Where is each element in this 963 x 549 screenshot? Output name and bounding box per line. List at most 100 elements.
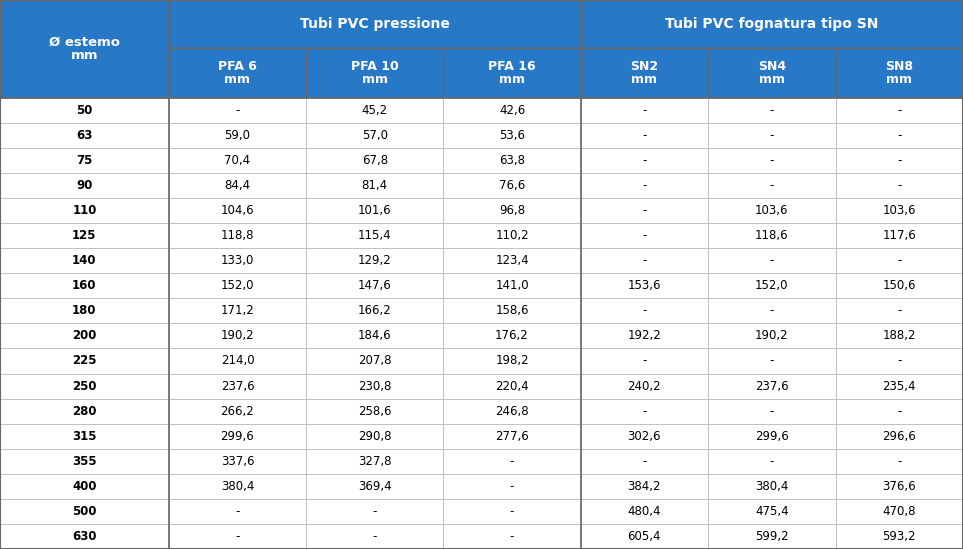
- Text: 480,4: 480,4: [628, 505, 662, 518]
- Text: 50: 50: [76, 104, 92, 117]
- Text: 302,6: 302,6: [628, 430, 662, 442]
- Bar: [443, 524, 581, 549]
- Bar: [306, 349, 443, 373]
- Bar: [708, 349, 836, 373]
- Text: -: -: [769, 129, 774, 142]
- Bar: [0, 298, 169, 323]
- Bar: [0, 173, 169, 198]
- Text: -: -: [642, 229, 646, 242]
- Bar: [169, 499, 306, 524]
- Text: 470,8: 470,8: [882, 505, 916, 518]
- Text: 53,6: 53,6: [499, 129, 525, 142]
- Bar: [169, 48, 306, 98]
- Text: 384,2: 384,2: [628, 480, 662, 493]
- Text: 158,6: 158,6: [495, 304, 529, 317]
- Bar: [581, 499, 708, 524]
- Bar: [0, 349, 169, 373]
- Text: -: -: [769, 304, 774, 317]
- Text: -: -: [642, 204, 646, 217]
- Text: 400: 400: [72, 480, 96, 493]
- Bar: [169, 449, 306, 474]
- Bar: [581, 298, 708, 323]
- Bar: [169, 524, 306, 549]
- Bar: [836, 148, 963, 173]
- Text: 299,6: 299,6: [221, 430, 254, 442]
- Text: Tubi PVC pressione: Tubi PVC pressione: [299, 17, 450, 31]
- Bar: [581, 148, 708, 173]
- Bar: [443, 474, 581, 499]
- Text: 180: 180: [72, 304, 96, 317]
- Text: 150,6: 150,6: [882, 279, 916, 292]
- Text: 376,6: 376,6: [882, 480, 916, 493]
- Text: 160: 160: [72, 279, 96, 292]
- Bar: [708, 449, 836, 474]
- Bar: [581, 248, 708, 273]
- Bar: [169, 373, 306, 399]
- Bar: [581, 123, 708, 148]
- Text: -: -: [898, 179, 901, 192]
- Bar: [306, 424, 443, 449]
- Text: 75: 75: [76, 154, 92, 167]
- Text: 171,2: 171,2: [221, 304, 254, 317]
- Text: 380,4: 380,4: [221, 480, 254, 493]
- Text: 630: 630: [72, 530, 96, 543]
- Bar: [581, 474, 708, 499]
- Bar: [169, 173, 306, 198]
- Bar: [836, 499, 963, 524]
- Text: 115,4: 115,4: [358, 229, 392, 242]
- Text: 117,6: 117,6: [882, 229, 916, 242]
- Text: mm: mm: [632, 72, 658, 86]
- Text: 277,6: 277,6: [495, 430, 529, 442]
- Bar: [708, 524, 836, 549]
- Bar: [306, 223, 443, 248]
- Text: 147,6: 147,6: [358, 279, 392, 292]
- Bar: [581, 48, 708, 98]
- Bar: [708, 399, 836, 424]
- Text: 380,4: 380,4: [755, 480, 789, 493]
- Bar: [443, 449, 581, 474]
- Text: mm: mm: [362, 72, 388, 86]
- Text: -: -: [509, 505, 514, 518]
- Bar: [708, 198, 836, 223]
- Bar: [708, 248, 836, 273]
- Bar: [306, 273, 443, 298]
- Bar: [0, 248, 169, 273]
- Text: Ø estemo: Ø estemo: [49, 36, 120, 49]
- Text: 42,6: 42,6: [499, 104, 525, 117]
- Text: 237,6: 237,6: [755, 379, 789, 393]
- Bar: [836, 399, 963, 424]
- Text: -: -: [642, 129, 646, 142]
- Bar: [306, 98, 443, 123]
- Text: 96,8: 96,8: [499, 204, 525, 217]
- Text: 246,8: 246,8: [495, 405, 529, 418]
- Text: 235,4: 235,4: [882, 379, 916, 393]
- Bar: [581, 524, 708, 549]
- Bar: [836, 198, 963, 223]
- Text: 140: 140: [72, 254, 96, 267]
- Bar: [708, 323, 836, 349]
- Text: SN2: SN2: [631, 60, 659, 74]
- Bar: [169, 0, 581, 48]
- Bar: [0, 223, 169, 248]
- Bar: [306, 474, 443, 499]
- Text: -: -: [642, 154, 646, 167]
- Text: 125: 125: [72, 229, 96, 242]
- Text: 290,8: 290,8: [358, 430, 392, 442]
- Bar: [443, 373, 581, 399]
- Bar: [306, 148, 443, 173]
- Bar: [169, 323, 306, 349]
- Bar: [169, 474, 306, 499]
- Bar: [581, 424, 708, 449]
- Text: -: -: [769, 455, 774, 468]
- Text: 369,4: 369,4: [358, 480, 392, 493]
- Text: 500: 500: [72, 505, 96, 518]
- Bar: [0, 373, 169, 399]
- Bar: [581, 349, 708, 373]
- Bar: [169, 424, 306, 449]
- Text: 57,0: 57,0: [362, 129, 388, 142]
- Bar: [443, 223, 581, 248]
- Bar: [169, 298, 306, 323]
- Bar: [708, 173, 836, 198]
- Bar: [443, 148, 581, 173]
- Text: -: -: [642, 254, 646, 267]
